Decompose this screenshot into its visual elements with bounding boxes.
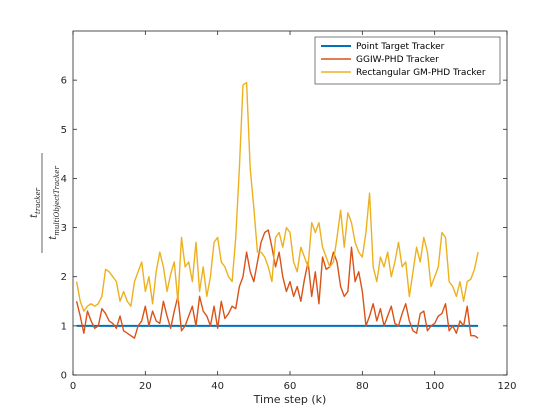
y-label-den-subscript: multiObjectTracker [53,166,61,236]
series-lines [75,81,479,339]
x-tick-label: 20 [139,381,152,392]
y-tick-label: 4 [61,174,67,185]
legend: Point Target Tracker GGIW-PHD Tracker Rect… [314,36,501,85]
y-tick-label: 0 [61,371,67,382]
x-tick-label: 100 [425,381,444,392]
x-tick-label: 60 [284,381,297,392]
y-axis-ticks: 0 1 2 3 4 5 6 [61,76,507,382]
y-tick-label: 3 [61,223,67,234]
y-label-num-subscript: tracker [34,187,42,214]
x-axis-label: Time step (k) [253,393,327,406]
legend-label: GGIW-PHD Tracker [356,55,439,65]
series-line-2 [75,229,479,339]
x-tick-label: 120 [497,381,516,392]
legend-box [314,36,501,85]
legend-label: Point Target Tracker [356,42,445,52]
x-axis-ticks: 0 20 40 60 80 100 120 [70,31,517,392]
x-tick-label: 80 [356,381,369,392]
y-axis-label-numerator: ttracker [29,187,42,218]
y-tick-label: 5 [61,125,67,136]
y-axis-label-denominator: tmultiObjectTracker [48,166,61,240]
series-line-3 [75,81,479,312]
y-tick-label: 1 [61,321,67,332]
y-tick-label: 2 [61,272,67,283]
y-axis-label: ttracker tmultiObjectTracker [29,153,61,253]
x-tick-label: 0 [70,381,76,392]
legend-label: Rectangular GM-PHD Tracker [356,68,486,78]
x-tick-label: 40 [211,381,224,392]
plot-area [73,31,507,375]
y-tick-label: 6 [61,76,67,87]
